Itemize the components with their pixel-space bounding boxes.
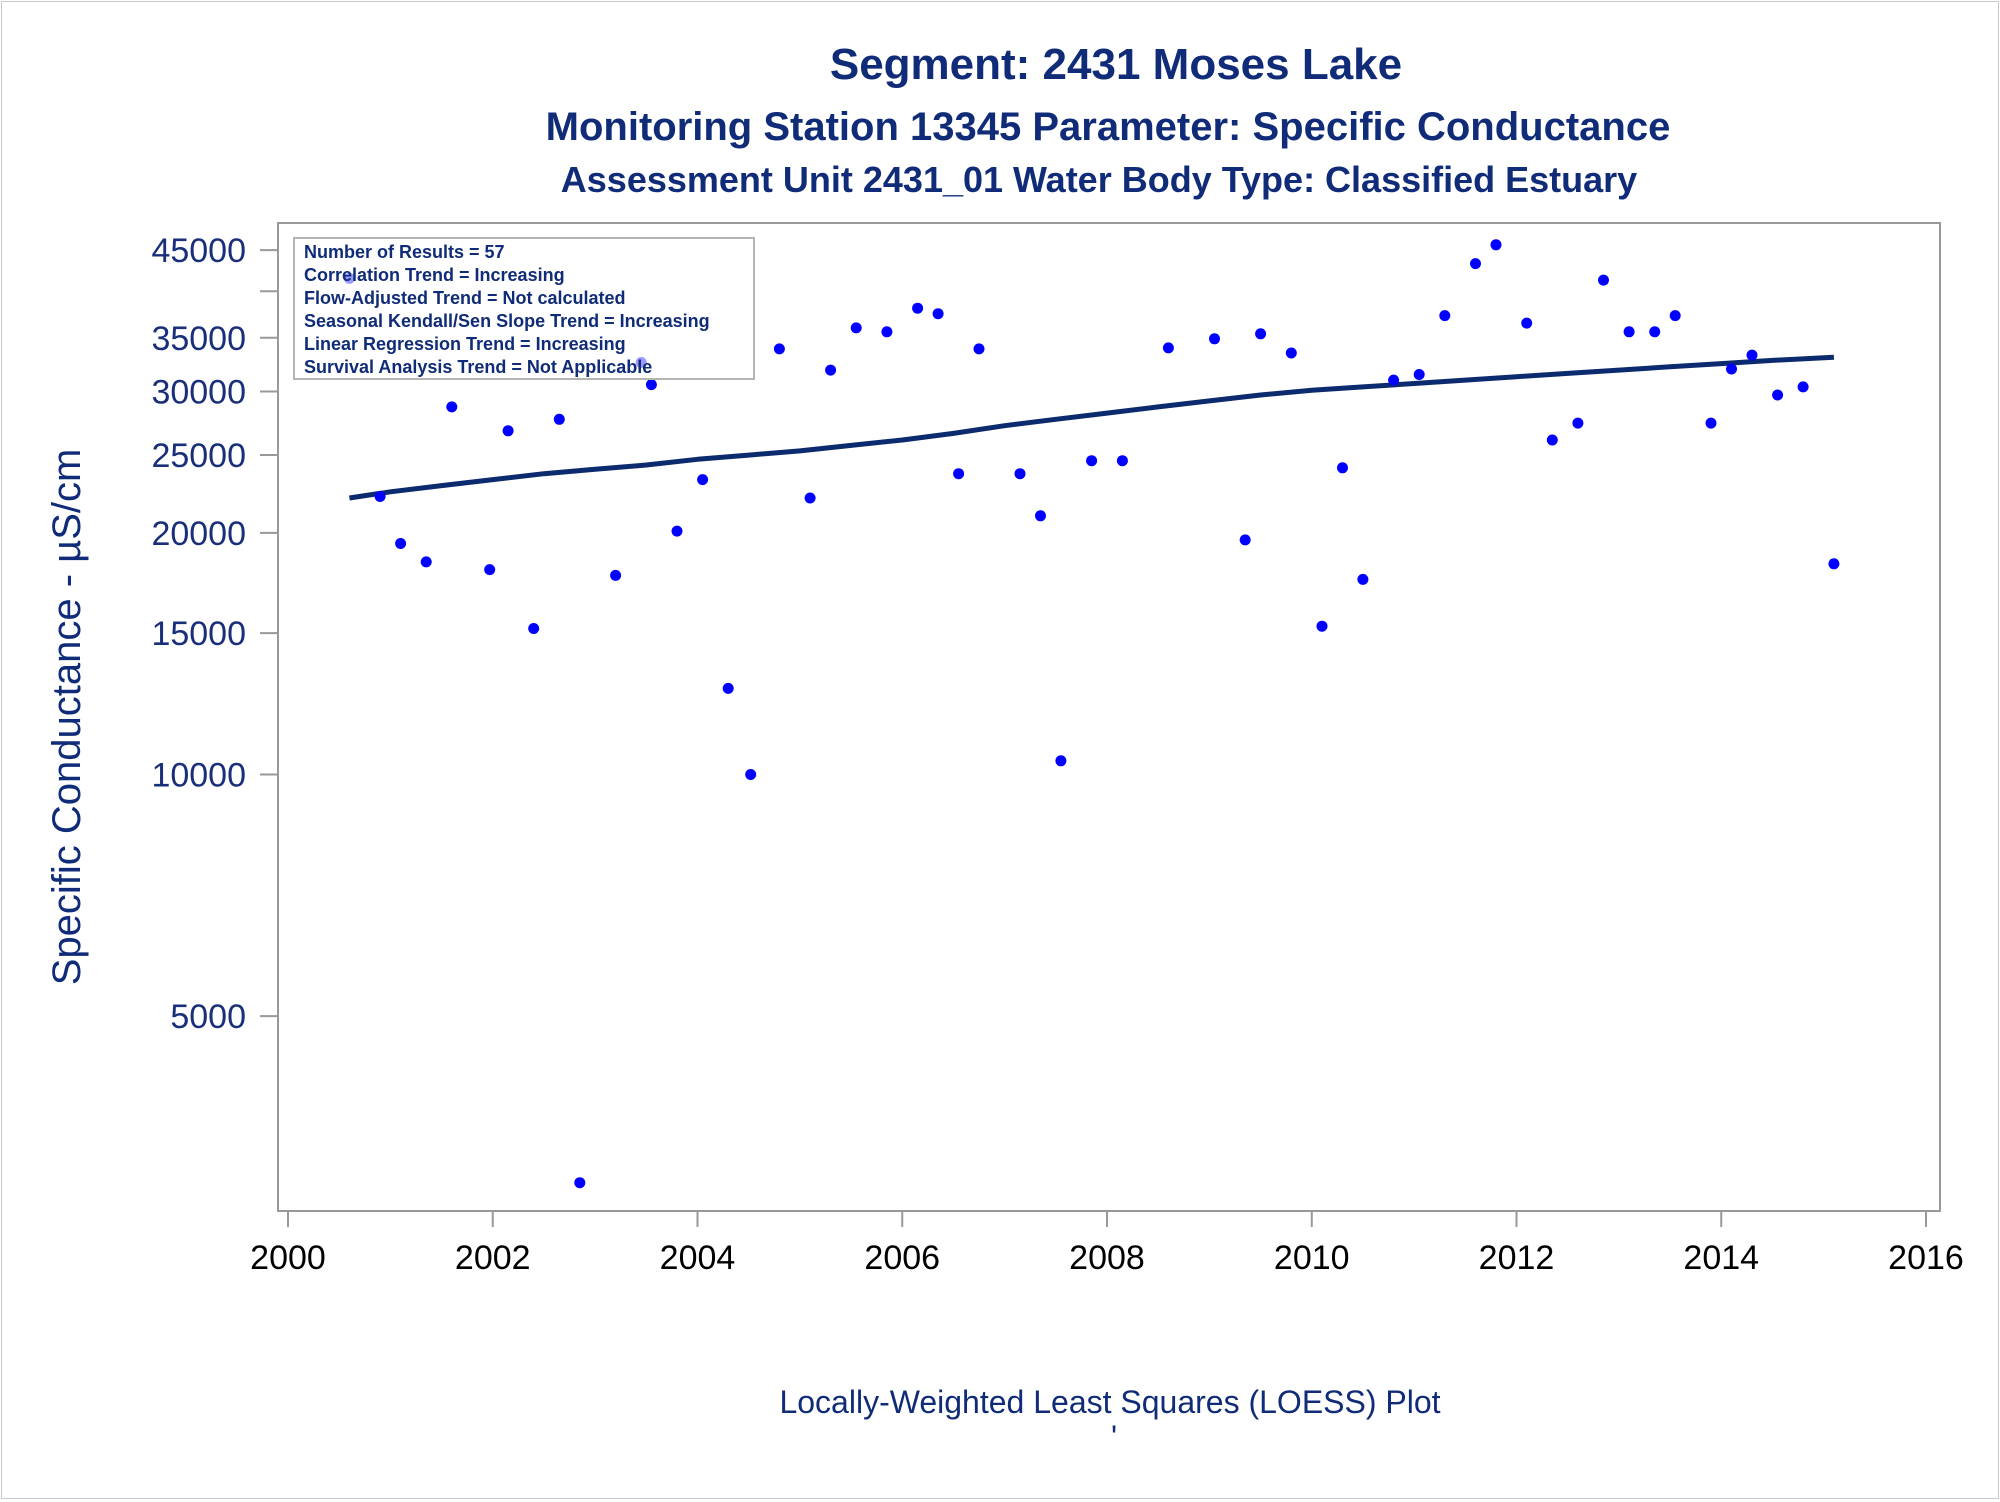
data-point bbox=[1439, 310, 1451, 322]
y-tick-label: 30000 bbox=[151, 373, 246, 411]
data-point bbox=[1669, 310, 1681, 322]
data-point bbox=[1255, 328, 1267, 340]
data-point bbox=[1572, 417, 1584, 429]
data-point bbox=[953, 468, 965, 480]
data-point bbox=[932, 308, 944, 320]
x-tick-label: 2012 bbox=[1479, 1239, 1555, 1277]
stats-line-flow-adjusted: Flow-Adjusted Trend = Not calculated bbox=[304, 288, 626, 308]
data-point bbox=[1316, 620, 1328, 632]
data-point bbox=[1116, 455, 1128, 467]
stats-line-seasonal-kendall: Seasonal Kendall/Sen Slope Trend = Incre… bbox=[304, 311, 710, 331]
data-point bbox=[1726, 363, 1737, 375]
data-point bbox=[1797, 381, 1809, 393]
stats-box-border bbox=[293, 237, 755, 380]
data-point bbox=[825, 364, 837, 376]
data-point bbox=[1285, 347, 1297, 359]
data-point bbox=[1055, 755, 1067, 767]
chart-title: Segment: 2431 Moses Lake bbox=[830, 40, 1402, 89]
data-point bbox=[1413, 369, 1425, 380]
data-point bbox=[1470, 258, 1481, 270]
data-point bbox=[446, 401, 458, 413]
x-tick-label: 2004 bbox=[660, 1239, 736, 1277]
data-point bbox=[722, 682, 734, 694]
stats-box: Number of Results = 57 Correlation Trend… bbox=[293, 237, 755, 380]
loess-trend-line bbox=[349, 354, 1835, 501]
y-axis: 5000 10000 15000 20000 25000 30000 35000 45000 bbox=[151, 232, 278, 1036]
data-point bbox=[1209, 333, 1220, 345]
y-tick-label: 15000 bbox=[151, 615, 246, 653]
x-tick-label: 2010 bbox=[1274, 1239, 1350, 1277]
y-tick-label: 45000 bbox=[151, 232, 246, 270]
stats-line-survival-analysis: Survival Analysis Trend = Not Applicable bbox=[304, 357, 652, 377]
y-tick-label: 35000 bbox=[151, 320, 246, 358]
chart-subtitle: Monitoring Station 13345 Parameter: Spec… bbox=[546, 105, 1671, 149]
x-tick-label: 2000 bbox=[250, 1239, 326, 1277]
data-point bbox=[610, 569, 622, 581]
x-tick-label: 2006 bbox=[864, 1239, 940, 1277]
data-point bbox=[1705, 417, 1717, 429]
data-point bbox=[484, 564, 496, 576]
data-point bbox=[1162, 342, 1174, 354]
data-point bbox=[1598, 274, 1609, 286]
data-point bbox=[1746, 349, 1758, 361]
y-axis-label: Specific Conductance - µS/cm bbox=[45, 449, 89, 986]
data-point bbox=[502, 425, 514, 437]
x-tick-label: 2002 bbox=[455, 1239, 531, 1277]
plot-area bbox=[277, 222, 1941, 1212]
data-point bbox=[645, 379, 657, 391]
stats-line-correlation: Correlation Trend = Increasing bbox=[304, 265, 565, 285]
x-tick-label: 2008 bbox=[1069, 1239, 1145, 1277]
data-point bbox=[1521, 317, 1533, 329]
data-point bbox=[1490, 239, 1502, 251]
data-point bbox=[1772, 389, 1784, 401]
data-point bbox=[374, 491, 386, 502]
data-point bbox=[1357, 573, 1369, 585]
data-point bbox=[395, 538, 407, 549]
y-tick-label: 5000 bbox=[170, 998, 246, 1036]
data-point bbox=[1388, 374, 1400, 386]
data-point bbox=[1239, 534, 1251, 546]
data-point bbox=[1546, 434, 1558, 446]
stats-line-count: Number of Results = 57 bbox=[304, 242, 505, 262]
data-point bbox=[1649, 326, 1661, 338]
data-point bbox=[574, 1177, 586, 1189]
footnote: Locally-Weighted Least Squares (LOESS) P… bbox=[779, 1384, 1440, 1420]
x-tick-label: 2016 bbox=[1888, 1239, 1964, 1277]
data-point bbox=[1623, 326, 1635, 338]
data-point bbox=[1337, 462, 1348, 474]
x-tick-label: 2014 bbox=[1683, 1239, 1759, 1277]
data-point bbox=[1014, 468, 1026, 480]
data-point bbox=[697, 474, 709, 486]
data-point bbox=[420, 556, 432, 568]
data-point bbox=[912, 302, 924, 314]
y-tick-label: 25000 bbox=[151, 437, 246, 475]
data-points-layer bbox=[343, 239, 1840, 1189]
x-axis: 2000 2002 2004 2006 2008 2010 2012 2014 2016 bbox=[250, 1211, 1964, 1277]
data-point bbox=[773, 343, 785, 355]
data-point bbox=[553, 413, 565, 425]
data-point bbox=[850, 322, 862, 334]
data-point bbox=[1086, 455, 1098, 467]
data-point bbox=[1828, 558, 1840, 570]
stats-line-linear-regression: Linear Regression Trend = Increasing bbox=[304, 334, 626, 354]
y-tick-label: 20000 bbox=[151, 515, 246, 553]
chart-subtitle-2: Assessment Unit 2431_01 Water Body Type:… bbox=[561, 159, 1637, 200]
data-point bbox=[804, 492, 816, 504]
data-point bbox=[1035, 510, 1046, 522]
data-point bbox=[671, 525, 683, 537]
footnote-mark: ' bbox=[1111, 1419, 1117, 1455]
loess-trend-layer bbox=[349, 354, 1835, 501]
data-point bbox=[973, 343, 985, 355]
data-point bbox=[745, 769, 757, 780]
y-tick-label: 10000 bbox=[151, 756, 246, 794]
data-point bbox=[528, 623, 540, 634]
data-point bbox=[881, 326, 893, 338]
